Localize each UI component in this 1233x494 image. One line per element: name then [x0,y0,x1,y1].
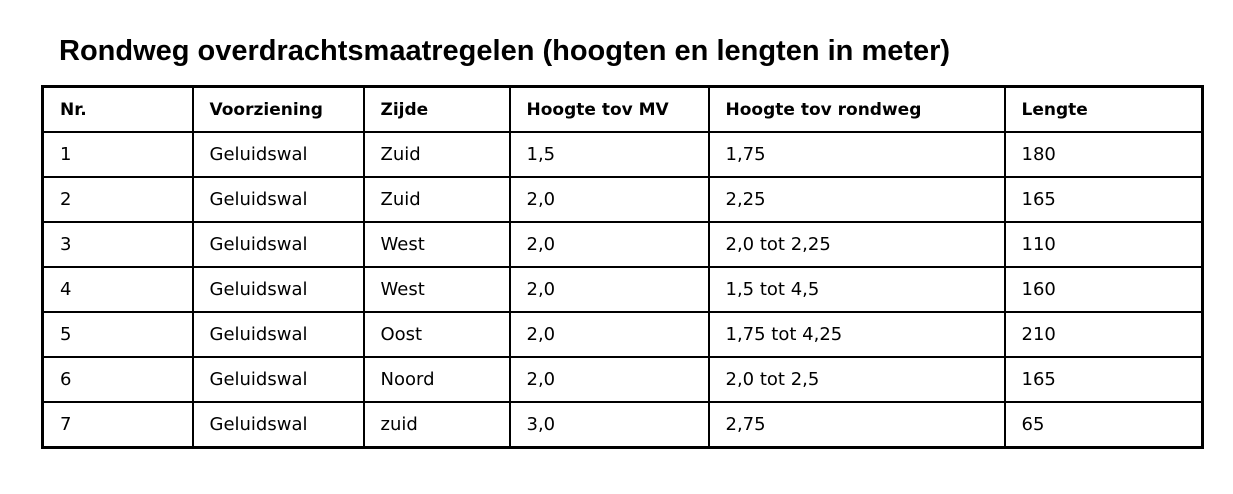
cell-zijde: Noord [362,356,511,403]
cell-nr: 4 [41,266,194,313]
cell-nr: 3 [41,221,194,268]
cell-voorziening: Geluidswal [191,221,365,268]
cell-nr: 5 [41,311,194,358]
table-row: 4 Geluidswal West 2,0 1,5 tot 4,5 160 [41,266,1204,313]
cell-hoogte-tov-rondweg: 2,0 tot 2,25 [707,221,1006,268]
header-lengte: Lengte [1003,85,1204,133]
cell-hoogte-tov-rondweg: 2,75 [707,401,1006,449]
cell-hoogte-tov-rondweg: 2,25 [707,176,1006,223]
header-hoogte-tov-rondweg: Hoogte tov rondweg [707,85,1006,133]
table-row: 6 Geluidswal Noord 2,0 2,0 tot 2,5 165 [41,356,1204,403]
header-nr: Nr. [41,85,194,133]
table-header-row: Nr. Voorziening Zijde Hoogte tov MV Hoog… [41,85,1204,133]
cell-hoogte-tov-mv: 3,0 [508,401,710,449]
cell-voorziening: Geluidswal [191,266,365,313]
cell-nr: 2 [41,176,194,223]
cell-nr: 1 [41,131,194,178]
cell-zijde: West [362,266,511,313]
cell-voorziening: Geluidswal [191,131,365,178]
cell-lengte: 210 [1003,311,1204,358]
cell-zijde: Zuid [362,131,511,178]
cell-hoogte-tov-rondweg: 1,75 [707,131,1006,178]
cell-voorziening: Geluidswal [191,311,365,358]
cell-voorziening: Geluidswal [191,401,365,449]
cell-hoogte-tov-mv: 2,0 [508,221,710,268]
cell-hoogte-tov-rondweg: 1,5 tot 4,5 [707,266,1006,313]
cell-hoogte-tov-mv: 2,0 [508,266,710,313]
cell-hoogte-tov-mv: 2,0 [508,176,710,223]
cell-lengte: 180 [1003,131,1204,178]
table-row: 3 Geluidswal West 2,0 2,0 tot 2,25 110 [41,221,1204,268]
table-row: 1 Geluidswal Zuid 1,5 1,75 180 [41,131,1204,178]
cell-voorziening: Geluidswal [191,356,365,403]
cell-lengte: 160 [1003,266,1204,313]
measures-table: Nr. Voorziening Zijde Hoogte tov MV Hoog… [41,85,1204,449]
cell-zijde: zuid [362,401,511,449]
cell-hoogte-tov-rondweg: 2,0 tot 2,5 [707,356,1006,403]
cell-zijde: West [362,221,511,268]
cell-nr: 7 [41,401,194,449]
cell-zijde: Oost [362,311,511,358]
cell-hoogte-tov-mv: 2,0 [508,356,710,403]
cell-hoogte-tov-rondweg: 1,75 tot 4,25 [707,311,1006,358]
cell-lengte: 165 [1003,176,1204,223]
cell-lengte: 110 [1003,221,1204,268]
page-title: Rondweg overdrachtsmaatregelen (hoogten … [59,35,951,67]
cell-hoogte-tov-mv: 1,5 [508,131,710,178]
header-zijde: Zijde [362,85,511,133]
table-row: 5 Geluidswal Oost 2,0 1,75 tot 4,25 210 [41,311,1204,358]
table-row: 7 Geluidswal zuid 3,0 2,75 65 [41,401,1204,449]
cell-lengte: 65 [1003,401,1204,449]
cell-lengte: 165 [1003,356,1204,403]
table-row: 2 Geluidswal Zuid 2,0 2,25 165 [41,176,1204,223]
cell-hoogte-tov-mv: 2,0 [508,311,710,358]
header-voorziening: Voorziening [191,85,365,133]
cell-zijde: Zuid [362,176,511,223]
cell-nr: 6 [41,356,194,403]
cell-voorziening: Geluidswal [191,176,365,223]
header-hoogte-tov-mv: Hoogte tov MV [508,85,710,133]
